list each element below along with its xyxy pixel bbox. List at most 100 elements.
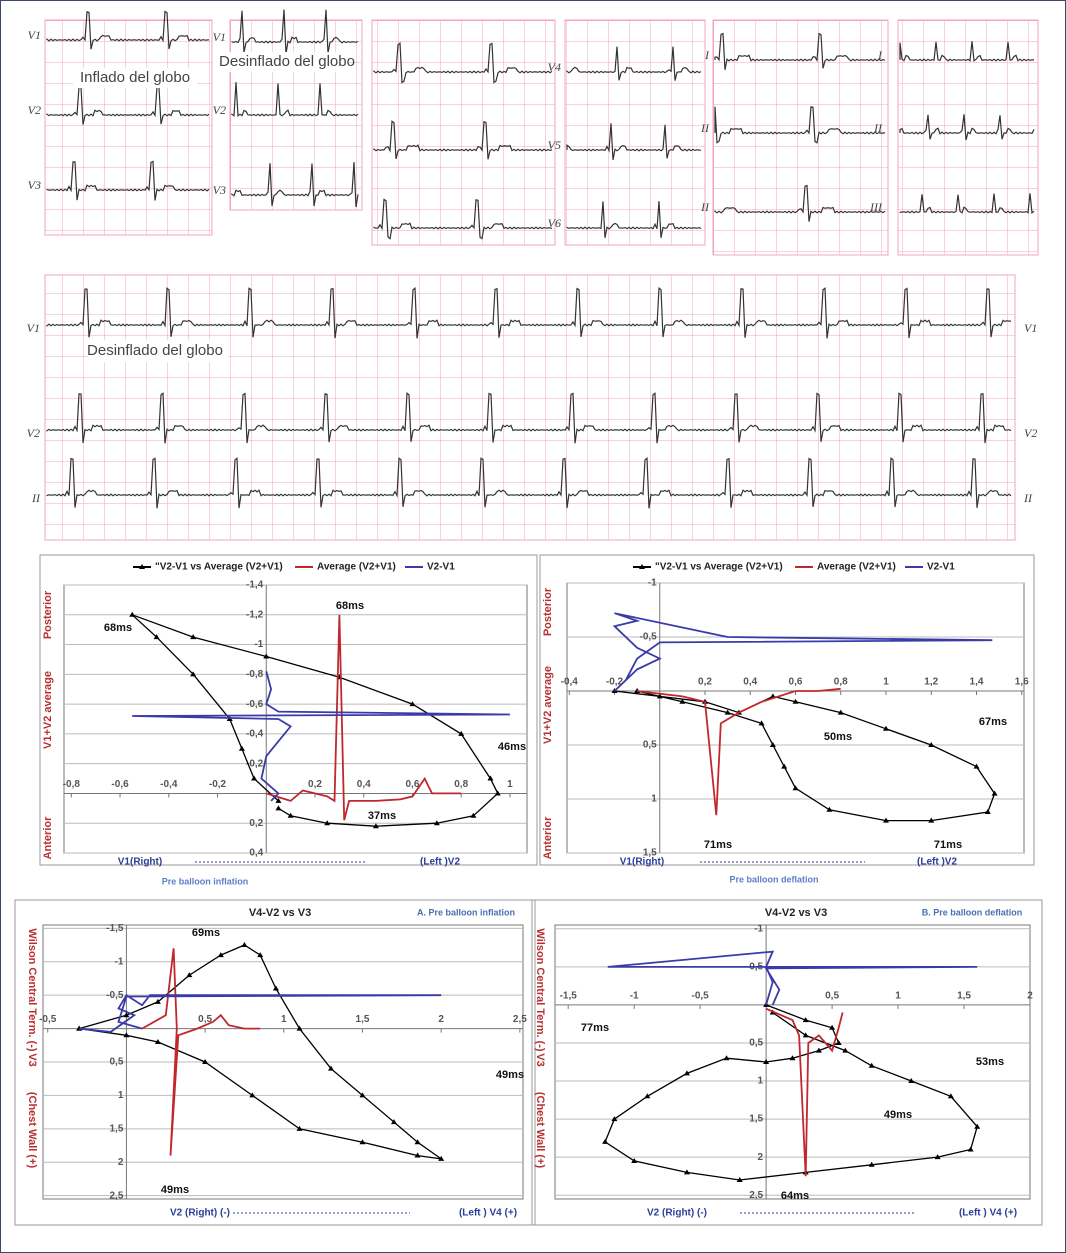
point-marker (947, 1093, 954, 1099)
y-tick-label: 0,5 (749, 1038, 763, 1049)
point-marker (984, 808, 991, 814)
lead-label: V2 (1024, 426, 1037, 440)
point-marker (789, 1055, 796, 1061)
point-marker (882, 817, 889, 823)
x-axis-label: V1(Right) (620, 857, 664, 868)
y-axis-label: (Chest Wall (+) (26, 1092, 38, 1169)
point-marker (934, 1154, 941, 1160)
ecg-grid (44, 19, 213, 236)
y-tick-label: 0,5 (643, 740, 657, 751)
point-marker (202, 1059, 209, 1064)
lead-label: I (877, 48, 883, 62)
y-tick-label: -1 (115, 956, 124, 967)
series-line (765, 1007, 844, 1177)
point-marker (724, 709, 731, 715)
point-marker (928, 817, 935, 823)
point-marker (414, 1152, 421, 1158)
point-marker (802, 1032, 809, 1038)
point-marker (470, 812, 477, 818)
ecg-trace (46, 160, 210, 201)
series-line (79, 944, 442, 1160)
x-tick-label: 2 (438, 1014, 444, 1025)
annotation: 50ms (824, 731, 852, 743)
point-marker (296, 1025, 303, 1031)
ecg-trace (373, 42, 553, 84)
annotation: 64ms (781, 1190, 809, 1202)
y-axis-label: V1+V2 average (542, 666, 554, 744)
chart-subtitle: A. Pre balloon inflation (417, 907, 515, 917)
legend-label: "V2-V1 vs Average (V2+V1) (155, 562, 283, 573)
ecg-trace (566, 46, 702, 81)
point-marker (257, 952, 264, 958)
x-tick-label: 0,8 (454, 779, 468, 790)
point-marker (190, 671, 197, 677)
point-marker (359, 1139, 366, 1145)
ecg-trace (899, 41, 1034, 62)
point-marker (438, 1155, 445, 1161)
point-marker (928, 742, 935, 747)
y-tick-label: -1 (648, 578, 657, 589)
ecg-grid (897, 19, 1039, 256)
x-tick-label: 1 (281, 1014, 287, 1025)
ecg-trace (231, 162, 359, 208)
ecg-grid (371, 19, 556, 246)
x-tick-label: 0,6 (789, 677, 803, 688)
point-marker (802, 1017, 809, 1023)
lead-label: V1 (1024, 321, 1037, 335)
legend-label: Average (V2+V1) (317, 562, 396, 573)
y-axis-label: Wilson Central Term. (-) (534, 928, 546, 1051)
y-tick-label: 1,5 (643, 848, 657, 859)
y-tick-label: -0,6 (246, 699, 264, 710)
point-marker (758, 720, 765, 726)
x-tick-label: -0,4 (160, 779, 178, 790)
x-tick-label: 1,6 (1015, 677, 1029, 688)
ecg-trace (899, 193, 1035, 214)
point-marker (868, 1062, 875, 1068)
point-marker (272, 985, 279, 991)
ecg-trace (714, 184, 886, 222)
series-line (132, 671, 510, 802)
y-axis-label: V3 (534, 1053, 546, 1066)
lead-label: V6 (548, 216, 561, 230)
legend-label: V2-V1 (427, 562, 455, 573)
x-tick-label: 1,5 (356, 1014, 370, 1025)
plot-area (63, 584, 528, 854)
y-axis-label: Posterior (542, 587, 554, 636)
axis-note: Pre balloon deflation (729, 874, 818, 884)
y-axis-label: (Chest Wall (+) (534, 1092, 546, 1169)
point-marker (494, 790, 501, 796)
ecg-trace (714, 32, 886, 70)
y-tick-label: -0,5 (640, 632, 658, 643)
y-axis-label: V1+V2 average (42, 671, 54, 749)
annotation: 77ms (581, 1022, 609, 1034)
series-line (131, 614, 499, 827)
point-marker (190, 634, 197, 640)
x-tick-label: 2 (1027, 991, 1033, 1002)
point-marker (154, 998, 161, 1004)
lead-label: V2 (28, 103, 41, 117)
point-marker (602, 1138, 609, 1144)
lead-label: V3 (28, 178, 41, 192)
point-marker (882, 725, 889, 731)
x-tick-label: 1 (507, 779, 513, 790)
y-tick-label: 2 (758, 1152, 764, 1163)
y-tick-label: 2,5 (749, 1190, 763, 1201)
point-marker (296, 1125, 303, 1131)
series-line (612, 612, 993, 692)
lead-label: V1 (28, 28, 41, 42)
point-marker (835, 1039, 842, 1045)
ecg-trace (46, 10, 210, 50)
ecg-trace (231, 82, 359, 117)
y-axis-label: Anterior (42, 816, 54, 860)
x-axis-label: (Left )V2 (420, 857, 460, 868)
point-marker (487, 775, 494, 781)
y-tick-label: -0,8 (246, 669, 264, 680)
point-marker (769, 742, 776, 747)
ecg-trace (46, 392, 1012, 444)
point-marker (631, 1157, 638, 1163)
lead-label: V2 (27, 426, 40, 440)
point-marker (372, 823, 379, 829)
ecg-trace (373, 198, 553, 240)
x-tick-label: -0,2 (606, 677, 624, 688)
point-marker (829, 1024, 836, 1030)
